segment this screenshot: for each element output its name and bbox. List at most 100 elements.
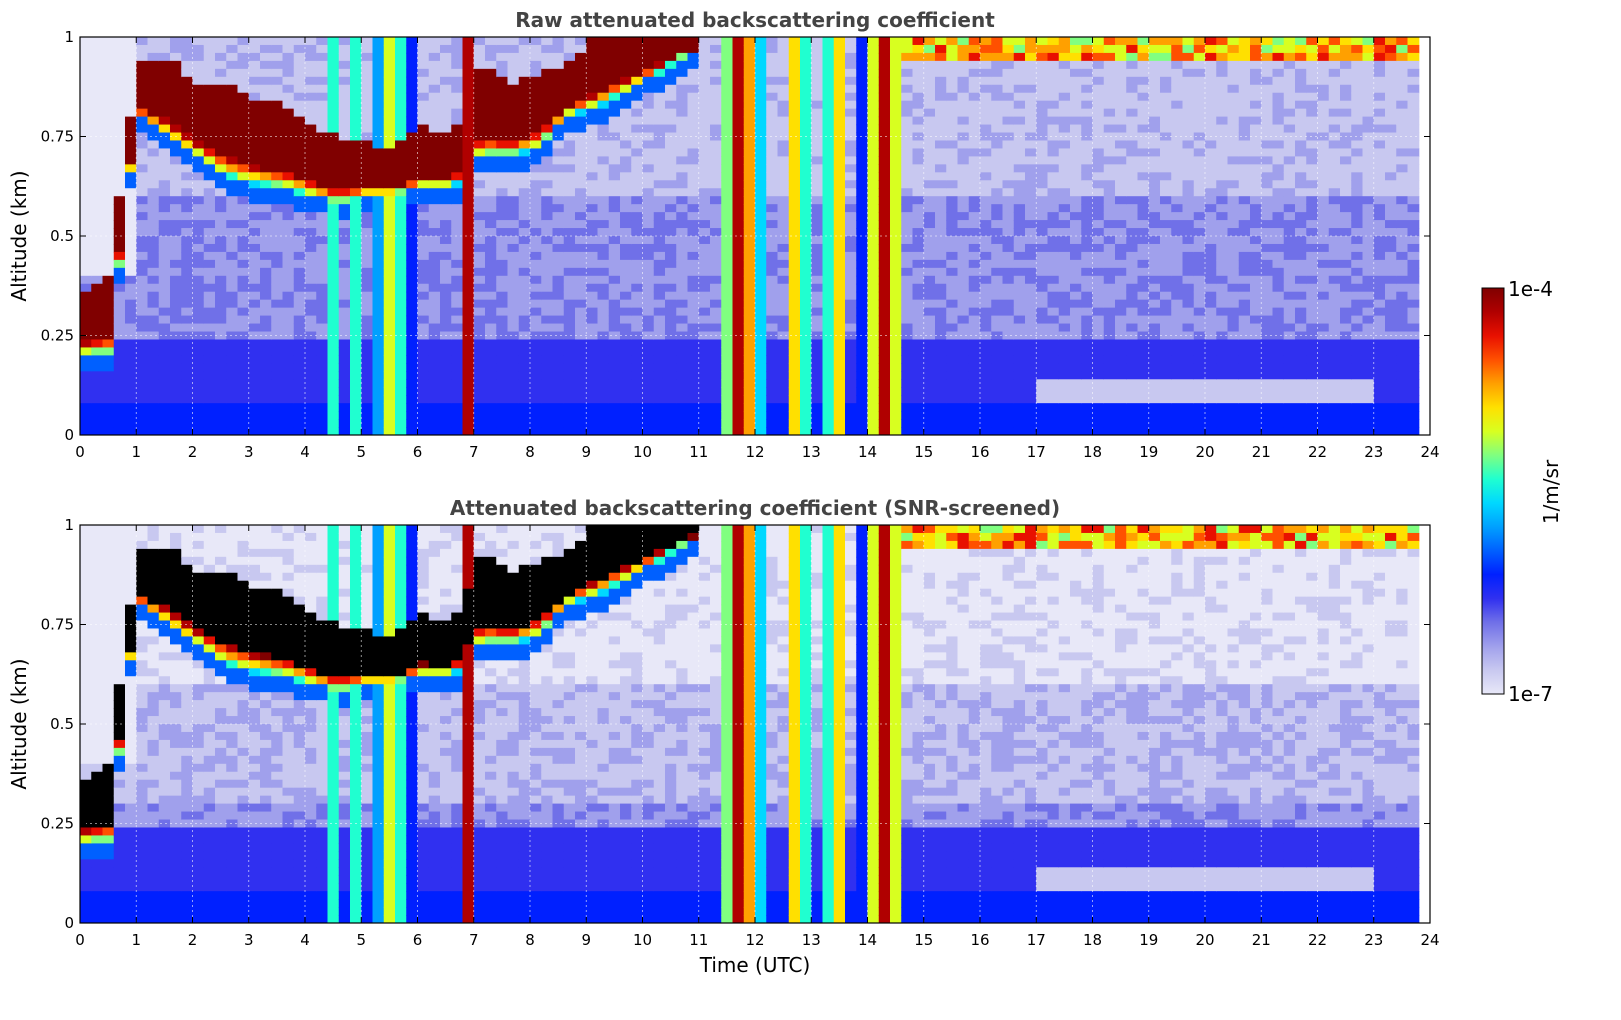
heatmap-cell (136, 60, 149, 70)
heatmap-cell (136, 140, 149, 150)
heatmap-cell (788, 315, 801, 325)
heatmap-cell (327, 267, 340, 277)
heatmap-cell (653, 251, 666, 261)
heatmap-cell (991, 37, 1004, 46)
heatmap-cell (338, 60, 351, 70)
heatmap-cell (203, 323, 216, 333)
heatmap-cell (620, 419, 632, 428)
heatmap-cell (552, 323, 565, 333)
heatmap-cell (743, 243, 756, 253)
heatmap-cell (732, 172, 745, 181)
heatmap-cell (1002, 236, 1015, 245)
heatmap-cell (1036, 37, 1049, 46)
heatmap-cell (1081, 108, 1094, 118)
heatmap-cell (406, 427, 419, 435)
heatmap-cell (125, 347, 137, 356)
heatmap-cell (980, 347, 992, 356)
heatmap-cell (181, 275, 194, 285)
heatmap-cell (260, 84, 272, 94)
heatmap-cell (192, 347, 205, 356)
heatmap-cell (653, 124, 666, 134)
heatmap-cell (732, 299, 745, 309)
heatmap-cell (372, 403, 385, 412)
heatmap-cell (912, 236, 925, 245)
heatmap-cell (597, 243, 610, 253)
heatmap-cell (800, 228, 812, 237)
heatmap-cell (946, 283, 959, 293)
heatmap-cell (80, 267, 92, 277)
heatmap-cell (631, 180, 644, 189)
heatmap-cell (845, 323, 857, 333)
heatmap-cell (1171, 52, 1184, 62)
heatmap-cell (653, 188, 666, 197)
heatmap-cell (991, 172, 1004, 181)
heatmap-cell (890, 172, 902, 181)
heatmap-cell (620, 283, 632, 293)
heatmap-cell (1126, 283, 1139, 293)
heatmap-cell (878, 379, 891, 388)
heatmap-cell (653, 355, 666, 364)
heatmap-cell (687, 419, 700, 428)
heatmap-cell (485, 283, 497, 293)
heatmap-cell (1092, 411, 1105, 420)
heatmap-cell (935, 379, 947, 388)
heatmap-cell (496, 371, 509, 380)
heatmap-cell (833, 44, 846, 54)
heatmap-cell (788, 204, 801, 213)
heatmap-cell (822, 323, 835, 333)
heatmap-cell (1058, 68, 1071, 78)
heatmap-cell (260, 307, 272, 317)
heatmap-cell (1036, 411, 1049, 420)
heatmap-cell (1171, 212, 1184, 221)
heatmap-cell (271, 68, 284, 78)
heatmap-cell (665, 116, 677, 126)
heatmap-cell (586, 387, 599, 396)
heatmap-cell (620, 124, 632, 134)
heatmap-cell (822, 68, 835, 78)
heatmap-cell (1193, 228, 1206, 237)
heatmap-cell (755, 259, 767, 269)
heatmap-cell (800, 212, 812, 221)
heatmap-cell (1092, 387, 1105, 396)
heatmap-cell (608, 196, 621, 205)
heatmap-cell (800, 371, 812, 380)
heatmap-cell (1058, 116, 1071, 126)
heatmap-cell (428, 60, 441, 70)
heatmap-cell (1013, 275, 1026, 285)
heatmap-cell (980, 395, 992, 404)
heatmap-cell (1081, 315, 1094, 325)
heatmap-cell (293, 108, 306, 118)
heatmap-cell (923, 299, 936, 309)
heatmap-cell (743, 267, 756, 277)
heatmap-cell (1193, 355, 1206, 364)
heatmap-cell (845, 92, 857, 102)
heatmap-cell (631, 212, 644, 221)
heatmap-cell (462, 68, 475, 78)
heatmap-cell (91, 323, 104, 333)
heatmap-cell (473, 52, 486, 62)
heatmap-cell (338, 228, 351, 237)
heatmap-cell (1148, 124, 1161, 134)
heatmap-cell (1013, 331, 1026, 341)
heatmap-cell (878, 315, 891, 325)
heatmap-cell (1171, 371, 1184, 380)
heatmap-cell (282, 275, 295, 285)
heatmap-cell (237, 371, 250, 380)
heatmap-cell (1182, 76, 1195, 86)
heatmap-cell (923, 52, 936, 62)
heatmap-cell (260, 100, 272, 110)
heatmap-cell (845, 347, 857, 356)
heatmap-cell (890, 100, 902, 110)
heatmap-cell (822, 236, 835, 245)
heatmap-cell (710, 220, 722, 229)
heatmap-cell (305, 299, 317, 309)
heatmap-cell (1036, 251, 1049, 261)
heatmap-cell (743, 355, 756, 364)
heatmap-cell (507, 68, 520, 78)
heatmap-cell (1081, 299, 1094, 309)
heatmap-cell (946, 116, 959, 126)
heatmap-cell (1058, 156, 1071, 165)
heatmap-cell (316, 44, 329, 54)
heatmap-cell (822, 403, 835, 412)
heatmap-cell (372, 347, 385, 356)
